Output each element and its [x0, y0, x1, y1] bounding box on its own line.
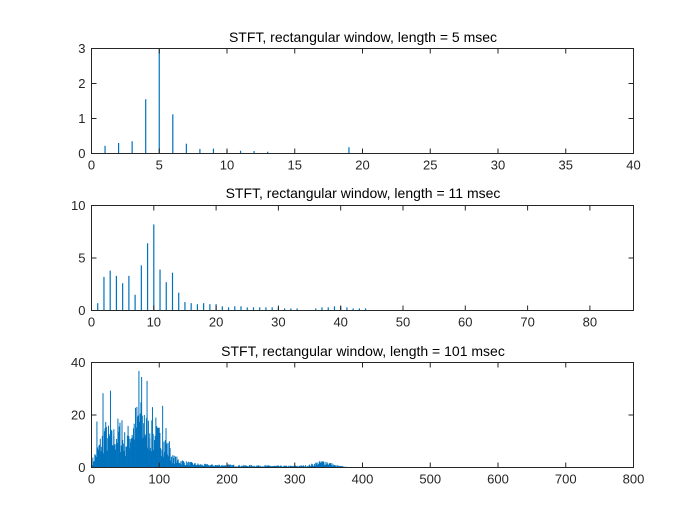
- xtick-label-1-7: 35: [559, 158, 573, 173]
- subplot-1-title: STFT, rectangular window, length = 5 mse…: [229, 29, 497, 45]
- ytick-label-3-1: 20: [71, 408, 85, 423]
- xtick-label-1-0: 0: [88, 158, 95, 173]
- subplot-3-ticks: 0 100 200 300 400 500 600 700 800 0 20 40: [71, 355, 644, 487]
- subplot-1: STFT, rectangular window, length = 5 mse…: [78, 29, 640, 173]
- xtick-label-1-2: 10: [220, 158, 234, 173]
- xtick-label-2-3: 30: [271, 315, 285, 330]
- subplot-3: STFT, rectangular window, length = 101 m…: [71, 343, 644, 487]
- ytick-label-2-0: 0: [78, 303, 85, 318]
- ytick-label-3-2: 40: [71, 355, 85, 370]
- xtick-label-3-4: 400: [352, 472, 374, 487]
- xtick-label-2-2: 20: [209, 315, 223, 330]
- xtick-label-3-6: 600: [487, 472, 509, 487]
- ytick-label-1-2: 2: [78, 76, 85, 91]
- xtick-label-2-5: 50: [396, 315, 410, 330]
- ytick-label-1-1: 1: [78, 111, 85, 126]
- ytick-label-3-0: 0: [78, 460, 85, 475]
- xtick-label-3-1: 100: [148, 472, 170, 487]
- xtick-label-2-4: 40: [333, 315, 347, 330]
- subplot-2-axes: [91, 205, 634, 311]
- xtick-label-1-1: 5: [156, 158, 163, 173]
- subplot-2-bars: [97, 224, 367, 311]
- xtick-label-3-8: 800: [623, 472, 645, 487]
- xtick-label-3-5: 500: [419, 472, 441, 487]
- ytick-label-2-2: 10: [71, 198, 85, 213]
- xtick-label-2-6: 60: [458, 315, 472, 330]
- subplot-3-title: STFT, rectangular window, length = 101 m…: [221, 343, 505, 359]
- subplot-2-title: STFT, rectangular window, length = 11 ms…: [226, 185, 501, 201]
- xtick-label-2-0: 0: [88, 315, 95, 330]
- ytick-label-1-0: 0: [78, 146, 85, 161]
- xtick-label-3-2: 200: [216, 472, 238, 487]
- subplot-3-bars: [91, 370, 350, 468]
- subplot-3-axes: [91, 362, 634, 468]
- subplot-1-axes: [91, 48, 634, 154]
- subplot-1-ticks: 0 5 10 15 20 25 30 35 40 0 1 2 3: [78, 41, 640, 173]
- xtick-label-3-0: 0: [88, 472, 95, 487]
- subplot-2: STFT, rectangular window, length = 11 ms…: [71, 185, 634, 330]
- xtick-label-1-3: 15: [288, 158, 302, 173]
- xtick-label-2-1: 10: [147, 315, 161, 330]
- xtick-label-1-5: 25: [423, 158, 437, 173]
- ytick-label-1-3: 3: [78, 41, 85, 56]
- subplot-2-ticks: 0 10 20 30 40 50 60 70 80 0 5 10: [71, 198, 634, 330]
- xtick-label-2-7: 70: [520, 315, 534, 330]
- xtick-label-1-6: 30: [491, 158, 505, 173]
- xtick-label-3-3: 300: [284, 472, 306, 487]
- xtick-label-2-8: 80: [583, 315, 597, 330]
- ytick-label-2-1: 5: [78, 251, 85, 266]
- subplot-1-bars: [104, 48, 350, 154]
- xtick-label-1-4: 20: [355, 158, 369, 173]
- xtick-label-3-7: 700: [555, 472, 577, 487]
- xtick-label-1-8: 40: [626, 158, 640, 173]
